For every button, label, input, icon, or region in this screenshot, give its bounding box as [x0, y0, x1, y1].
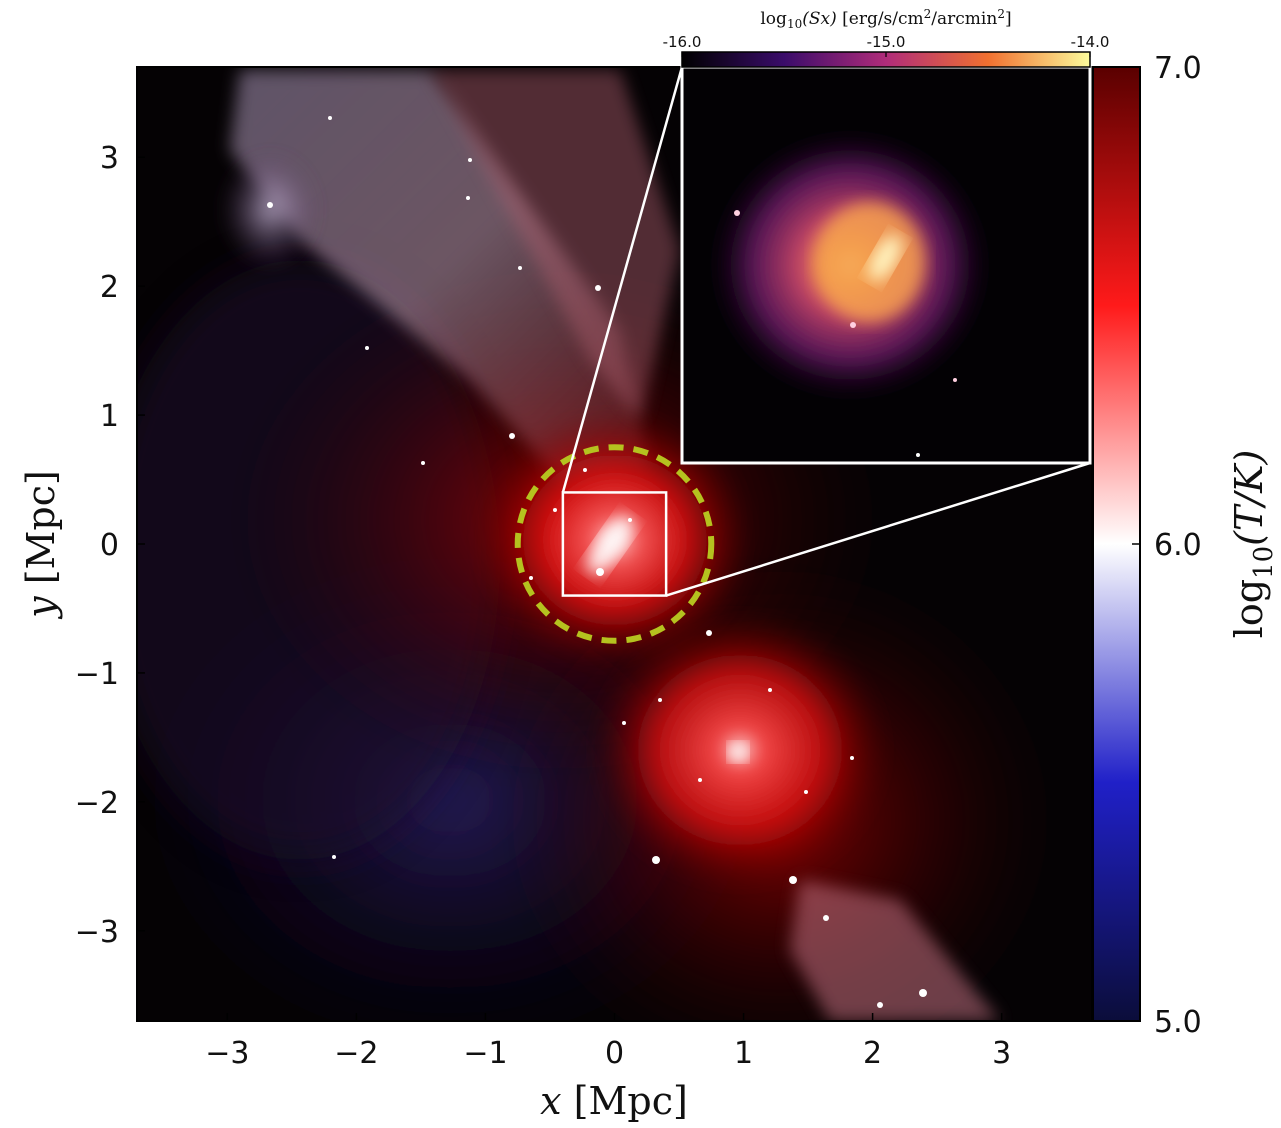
temp-tick-label: 7.0: [1154, 51, 1202, 86]
y-axis-title: y [Mpc]: [19, 470, 63, 620]
sx-tick-label: -16.0: [663, 33, 702, 51]
zoom-connector-bottom: [665, 461, 1091, 597]
temperature-colorbar-label: log10(T/K): [1227, 450, 1279, 639]
y-tick-label: 0: [100, 528, 119, 563]
sx-colorbar-ticks: -16.0 -15.0 -14.0: [663, 33, 1110, 57]
x-tick-label: −1: [463, 1036, 507, 1071]
r200-circle: [514, 444, 715, 644]
temperature-colorbar-ticks: 7.0 6.0 5.0: [1132, 51, 1202, 1040]
y-tick-label: −1: [75, 657, 119, 692]
x-tick-label: 2: [863, 1036, 882, 1071]
temp-tick-label: 5.0: [1154, 1005, 1202, 1040]
x-axis-title: x [Mpc]: [540, 1079, 688, 1123]
zoom-connector-top: [561, 66, 684, 493]
sx-tick-label: -14.0: [1071, 33, 1110, 51]
sx-tick-label: -15.0: [867, 33, 906, 51]
x-axis-ticks: −3 −2 −1 0 1 2 3: [205, 1013, 1011, 1071]
sx-colorbar-label: log10(Sx) [erg/s/cm2/arcmin2]: [760, 7, 1011, 31]
x-tick-label: 0: [605, 1036, 624, 1071]
y-tick-label: −3: [75, 915, 119, 950]
y-tick-label: 2: [100, 270, 119, 305]
x-tick-label: −2: [334, 1036, 378, 1071]
x-tick-label: 3: [992, 1036, 1011, 1071]
y-tick-label: 1: [100, 399, 119, 434]
x-tick-label: −3: [205, 1036, 249, 1071]
galaxy-points: [267, 116, 927, 1008]
y-tick-label: 3: [100, 141, 119, 176]
y-tick-label: −2: [75, 786, 119, 821]
x-tick-label: 1: [734, 1036, 753, 1071]
inset-image: [682, 67, 1090, 463]
zoom-box: [561, 491, 668, 597]
temp-tick-label: 6.0: [1154, 528, 1202, 563]
y-axis-ticks: 3 2 1 0 −1 −2 −3: [75, 141, 145, 950]
